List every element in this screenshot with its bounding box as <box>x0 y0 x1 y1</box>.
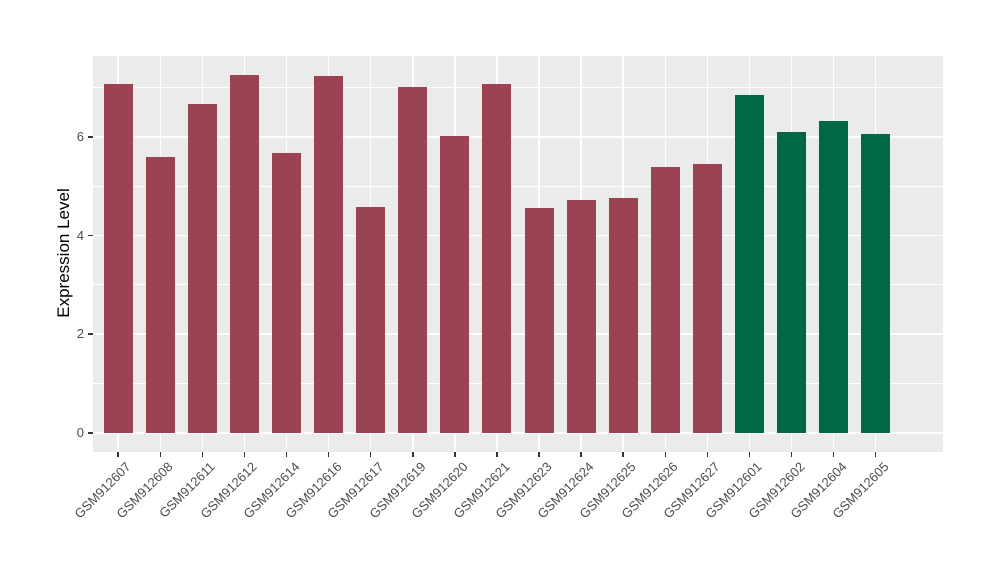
bar-GSM912624 <box>566 200 596 433</box>
x-tick-mark-GSM912619 <box>412 452 414 457</box>
x-tick-mark-GSM912625 <box>622 452 624 457</box>
y-tick-label-0: 0 <box>76 424 84 440</box>
gridline-major-y-2 <box>93 333 943 335</box>
x-tick-mark-GSM912620 <box>454 452 456 457</box>
x-tick-mark-GSM912602 <box>790 452 793 457</box>
bar-GSM912608 <box>145 157 175 433</box>
x-tick-mark-GSM912616 <box>327 452 330 457</box>
bar-GSM912604 <box>819 121 849 433</box>
gridline-major-y-0 <box>93 432 943 434</box>
y-axis-title: Expression Level <box>54 188 73 318</box>
bar-GSM912621 <box>482 83 512 433</box>
x-tick-mark-GSM912607 <box>117 452 119 457</box>
gridline-minor-y-3 <box>93 284 943 286</box>
bar-GSM912626 <box>650 166 680 433</box>
x-tick-mark-GSM912608 <box>159 452 162 457</box>
bar-GSM912616 <box>314 75 344 433</box>
bar-GSM912605 <box>861 133 891 433</box>
plot-panel <box>93 56 943 452</box>
bar-GSM912601 <box>734 94 764 433</box>
bar-GSM912625 <box>608 197 638 433</box>
bar-GSM912612 <box>229 75 259 433</box>
gridline-minor-y-7 <box>93 87 943 88</box>
gridline-minor-y-5 <box>93 185 943 187</box>
bar-GSM912619 <box>398 86 428 433</box>
y-tick-label-6: 6 <box>76 128 84 144</box>
x-tick-mark-GSM912624 <box>580 452 582 457</box>
x-tick-mark-GSM912611 <box>201 452 204 457</box>
x-tick-mark-GSM912627 <box>706 452 709 457</box>
y-tick-mark-6 <box>88 136 93 138</box>
x-tick-mark-GSM912605 <box>874 452 877 457</box>
x-tick-mark-GSM912623 <box>538 452 540 457</box>
bar-GSM912611 <box>187 104 217 433</box>
y-tick-label-4: 4 <box>76 227 84 243</box>
bar-GSM912602 <box>777 131 806 433</box>
x-tick-mark-GSM912621 <box>496 452 498 457</box>
bar-GSM912607 <box>103 83 133 433</box>
y-tick-label-2: 2 <box>76 326 84 342</box>
x-tick-mark-GSM912626 <box>664 452 667 457</box>
y-tick-mark-2 <box>88 333 93 335</box>
x-tick-mark-GSM912612 <box>243 452 246 457</box>
gridline-major-y-4 <box>93 234 943 237</box>
x-tick-mark-GSM912617 <box>369 452 372 457</box>
bar-GSM912614 <box>272 153 302 433</box>
bar-GSM912623 <box>524 207 554 433</box>
bar-GSM912627 <box>692 164 722 433</box>
y-tick-mark-4 <box>88 234 93 237</box>
x-tick-mark-GSM912614 <box>285 452 288 457</box>
gridline-major-y-6 <box>93 136 943 138</box>
bar-GSM912617 <box>356 207 386 433</box>
x-tick-mark-GSM912601 <box>748 452 751 457</box>
y-tick-mark-0 <box>88 432 93 434</box>
x-tick-mark-GSM912604 <box>832 452 835 457</box>
bar-GSM912620 <box>440 136 470 433</box>
gridline-minor-y-1 <box>93 383 943 384</box>
